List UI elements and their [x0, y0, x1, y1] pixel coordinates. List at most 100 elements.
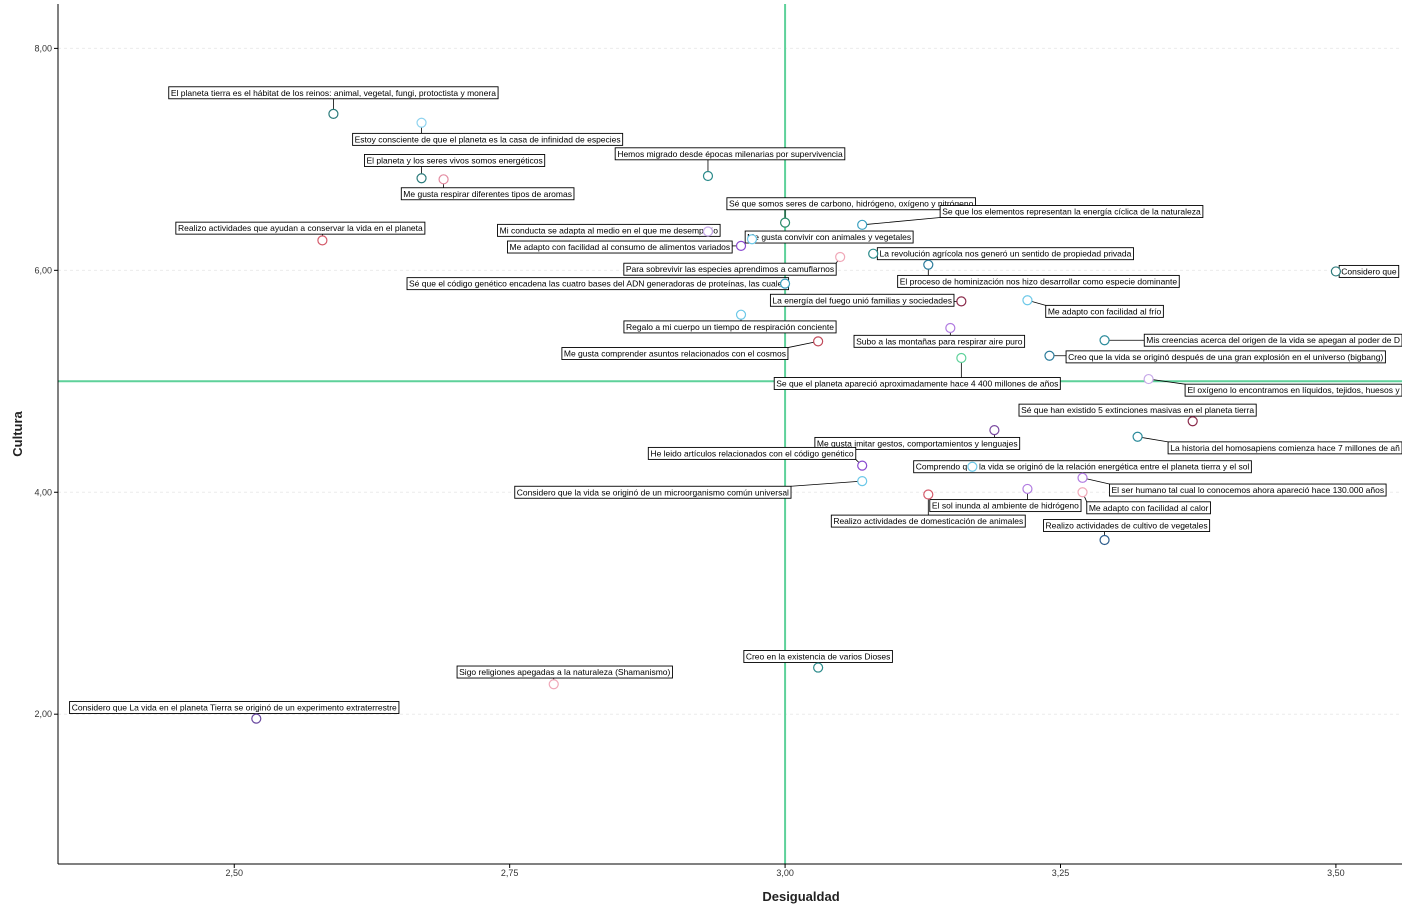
point-label-text: Mis creencias acerca del origen de la vi… [1146, 335, 1400, 345]
point-labels: El planeta tierra es el hábitat de los r… [69, 86, 1402, 714]
point-leader-line [1148, 378, 1186, 385]
data-point [1132, 431, 1143, 442]
point-label-text: El ser humano tal cual lo conocemos ahor… [1111, 485, 1384, 495]
data-point [328, 108, 339, 119]
data-point [813, 662, 824, 673]
point-label-text: Creo que la vida se originó después de u… [1068, 352, 1383, 362]
point-label: Realizo actividades de domesticación de … [830, 494, 1026, 528]
data-point [735, 309, 747, 320]
point-label-box [561, 347, 789, 360]
y-tick-label: 8,00 [34, 43, 52, 53]
point-label-box [1184, 383, 1402, 397]
point-label: Me adapto con facilidad al consumo de al… [507, 240, 742, 254]
data-point [1099, 534, 1110, 546]
point-label-box [1045, 304, 1164, 318]
point-label-text: El oxígeno lo encontramos en líquidos, t… [1187, 385, 1400, 395]
point-label-box [352, 132, 624, 146]
point-label-text: Realizo actividades que ayudan a conserv… [178, 223, 423, 233]
point-label-box [769, 293, 955, 307]
point-label-box [929, 499, 1082, 513]
point-label-text: Me adapto con facilidad al consumo de al… [510, 242, 731, 252]
y-axis-title: Cultura [10, 410, 25, 456]
point-label-box [939, 205, 1204, 218]
data-point [702, 170, 714, 182]
point-leader-line [1137, 436, 1169, 443]
point-label: La historia del homosapiens comienza hac… [1137, 436, 1402, 455]
data-point [746, 234, 758, 245]
point-label: Considero que La vida en el planeta Tier… [69, 701, 400, 714]
data-point [251, 713, 262, 724]
point-label-text: Subo a las montañas para respirar aire p… [856, 336, 1023, 346]
point-label-text: Considero que La vida en el planeta Tier… [72, 703, 397, 713]
x-tick-label: 3,50 [1327, 868, 1345, 878]
point-label-text: Se que el planeta apareció aproximadamen… [776, 379, 1058, 389]
point-label-text: He leido artículos relacionados con el c… [650, 448, 853, 458]
point-label-text: Considero que [1341, 266, 1397, 276]
data-point [1022, 295, 1033, 306]
point-label-box [497, 223, 721, 237]
point-label: Me gusta convivir con animales y vegetal… [744, 230, 914, 244]
data-point [779, 217, 791, 228]
point-label-box [853, 334, 1026, 348]
point-label-box [1065, 350, 1386, 364]
data-point [923, 489, 934, 500]
data-point [956, 296, 967, 307]
data-point [779, 278, 791, 289]
point-label-text: Sé que han existido 5 extinciones masiva… [1021, 405, 1254, 415]
data-point [317, 235, 328, 246]
point-label: Estoy consciente de que el planeta es la… [352, 122, 624, 146]
point-label-text: Realizo actividades de cultivo de vegeta… [1046, 521, 1208, 531]
x-tick-label: 3,00 [776, 868, 794, 878]
point-label-box [364, 154, 546, 167]
point-label: El planeta y los seres vivos somos energ… [364, 154, 546, 179]
data-point [956, 352, 967, 364]
point-label: Comprendo que la vida se originó de la r… [913, 460, 1252, 474]
point-label-text: El sol inunda al ambiente de hidrógeno [932, 501, 1079, 511]
point-label: Me adapto con facilidad al frío [1027, 299, 1164, 318]
point-label: El planeta tierra es el hábitat de los r… [168, 86, 499, 114]
x-tick-label: 2,50 [225, 868, 243, 878]
data-point [1077, 487, 1088, 498]
data-point [438, 174, 449, 185]
y-tick-label: 2,00 [34, 709, 52, 719]
point-label: Realizo actividades que ayudan a conserv… [175, 221, 426, 241]
point-label: Mi conducta se adapta al medio en el que… [497, 223, 721, 237]
point-label-box [773, 377, 1061, 390]
ticks: 2,50 2,75 3,00 3,25 3,50 2,00 4,00 6,00 8,00 [34, 43, 1344, 878]
data-point [857, 476, 868, 487]
point-label-box [1108, 483, 1387, 497]
point-label: Mis creencias acerca del origen de la vi… [1104, 333, 1402, 347]
data-point [857, 219, 868, 230]
point-label-box [647, 446, 857, 460]
point-label: Sé que el código genético encadena las c… [406, 277, 790, 291]
data-points [251, 108, 1342, 724]
point-label-box [1167, 441, 1402, 455]
x-tick-label: 3,25 [1052, 868, 1070, 878]
data-point [735, 240, 747, 252]
point-label-box [744, 230, 914, 244]
point-label-box [69, 701, 400, 714]
point-label-text: Me gusta imitar gestos, comportamientos … [817, 438, 1018, 448]
point-label-text: Me adapto con facilidad al frío [1048, 306, 1162, 316]
point-leader-line [790, 480, 863, 487]
point-label-box [1043, 519, 1211, 532]
point-label: Me gusta imitar gestos, comportamientos … [814, 430, 1021, 450]
point-label-text: Realizo actividades de domesticación de … [833, 516, 1023, 526]
reference-lines [58, 4, 1402, 864]
point-label-text: Me gusta comprender asuntos relacionados… [564, 349, 786, 359]
point-label-box [897, 274, 1180, 288]
point-label-text: La energía del fuego unió familias y soc… [772, 295, 952, 305]
data-point [1330, 266, 1342, 277]
point-label-box [1086, 501, 1211, 515]
point-label-text: Me gusta convivir con animales y vegetal… [747, 232, 911, 242]
point-label-text: Estoy consciente de que el planeta es la… [355, 134, 621, 144]
point-label-box [614, 147, 846, 161]
point-label: He leido artículos relacionados con el c… [647, 446, 863, 466]
point-label-text: Hemos migrado desde épocas milenarias po… [617, 149, 843, 159]
point-label-text: El proceso de hominización nos hizo desa… [900, 276, 1178, 286]
data-point [945, 322, 956, 334]
point-leader-line [787, 340, 819, 348]
point-label-box [400, 187, 575, 201]
point-label-box [814, 436, 1021, 450]
point-label-text: Sigo religiones apegadas a la naturaleza… [459, 667, 670, 677]
